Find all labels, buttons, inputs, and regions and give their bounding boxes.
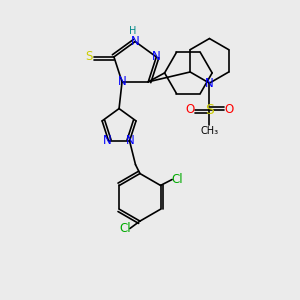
Text: Cl: Cl bbox=[171, 173, 183, 186]
Text: N: N bbox=[118, 75, 126, 88]
Text: O: O bbox=[224, 103, 233, 116]
Text: N: N bbox=[131, 35, 140, 48]
Text: Cl: Cl bbox=[119, 222, 131, 235]
Text: S: S bbox=[85, 50, 92, 63]
Text: N: N bbox=[152, 50, 161, 63]
Text: N: N bbox=[103, 134, 112, 147]
Text: S: S bbox=[205, 103, 214, 117]
Text: H: H bbox=[129, 26, 136, 36]
Text: N: N bbox=[205, 76, 214, 90]
Text: CH₃: CH₃ bbox=[200, 126, 218, 136]
Text: N: N bbox=[126, 134, 135, 147]
Text: O: O bbox=[185, 103, 195, 116]
